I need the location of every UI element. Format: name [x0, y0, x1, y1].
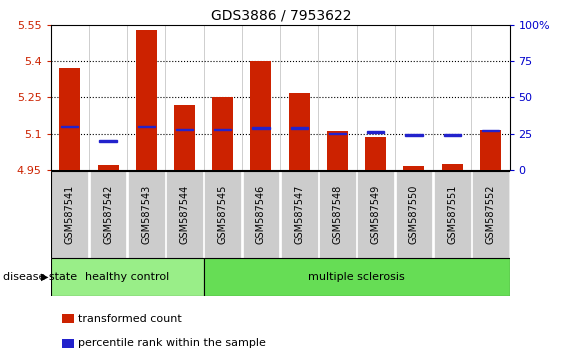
Text: GSM587545: GSM587545	[218, 184, 228, 244]
Bar	[174, 105, 195, 170]
Bar	[358, 171, 394, 257]
Text: disease state: disease state	[3, 272, 77, 282]
Bar	[251, 61, 271, 170]
Bar	[243, 171, 279, 257]
Text: GDS3886 / 7953622: GDS3886 / 7953622	[211, 9, 352, 23]
Bar	[100, 140, 117, 142]
Bar	[97, 165, 119, 170]
Bar	[480, 130, 501, 170]
Bar	[365, 137, 386, 170]
Bar	[367, 131, 385, 133]
Bar	[472, 171, 509, 257]
Bar	[434, 171, 471, 257]
Text: GSM587547: GSM587547	[294, 184, 304, 244]
Bar	[214, 129, 231, 130]
Text: GSM587541: GSM587541	[65, 184, 75, 244]
Text: GSM587548: GSM587548	[332, 184, 342, 244]
Bar	[405, 135, 422, 136]
Bar	[319, 171, 356, 257]
Bar	[396, 171, 432, 257]
Bar	[138, 126, 155, 127]
Text: percentile rank within the sample: percentile rank within the sample	[78, 338, 266, 348]
Text: GSM587552: GSM587552	[485, 184, 495, 244]
Text: healthy control: healthy control	[85, 272, 169, 282]
Text: GSM587543: GSM587543	[141, 184, 151, 244]
Bar	[128, 171, 164, 257]
Bar	[136, 30, 157, 170]
Bar	[482, 130, 499, 131]
Bar	[281, 171, 318, 257]
Bar	[444, 135, 461, 136]
Text: GSM587550: GSM587550	[409, 184, 419, 244]
Bar	[204, 258, 510, 296]
Bar	[166, 171, 203, 257]
Bar	[51, 171, 88, 257]
Bar	[204, 171, 241, 257]
Bar	[90, 171, 126, 257]
Bar	[404, 166, 425, 170]
Text: GSM587551: GSM587551	[447, 184, 457, 244]
Bar	[51, 258, 204, 296]
Bar	[212, 97, 233, 170]
Bar	[252, 127, 270, 129]
Text: GSM587544: GSM587544	[180, 184, 190, 244]
Bar	[327, 131, 348, 170]
Bar	[329, 133, 346, 135]
Text: GSM587542: GSM587542	[103, 184, 113, 244]
Text: GSM587549: GSM587549	[370, 184, 381, 244]
Bar	[291, 127, 308, 129]
Text: ▶: ▶	[41, 272, 48, 282]
Text: GSM587546: GSM587546	[256, 184, 266, 244]
Text: transformed count: transformed count	[78, 314, 181, 324]
Bar	[176, 129, 193, 130]
Bar	[59, 68, 81, 170]
Bar	[61, 126, 78, 127]
Bar	[289, 92, 310, 170]
Text: multiple sclerosis: multiple sclerosis	[308, 272, 405, 282]
Bar	[441, 164, 463, 170]
